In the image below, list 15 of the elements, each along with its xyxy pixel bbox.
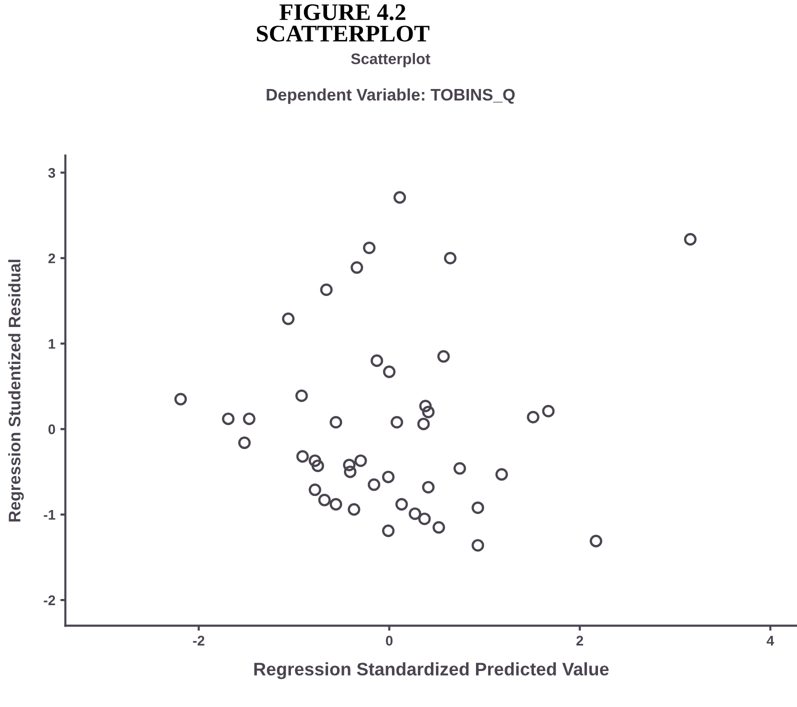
text: Dependent Variable: TOBINS_Q (266, 88, 515, 104)
x-tick-label: 4 (766, 636, 774, 646)
y-tick-label: -1 (44, 510, 56, 520)
y-tick-label: -2 (44, 595, 56, 606)
y-tick-label: 2 (48, 253, 56, 264)
chart-title: FIGURE 4.2 SCATTERPLOT (256, 4, 430, 42)
y-tick-label: 3 (48, 168, 56, 178)
chart-subtitle: Scatterplot (351, 53, 430, 68)
x-tick-label: -2 (193, 636, 204, 646)
y-axis-title: Regression Studentized Residual (8, 260, 24, 522)
x-tick-label: 0 (386, 636, 393, 646)
y-tick-label: 1 (48, 339, 56, 349)
y-tick-label: 0 (48, 424, 56, 434)
x-tick-label: 2 (576, 636, 584, 646)
x-axis-title: Regression Standardized Predicted Value (254, 662, 609, 680)
